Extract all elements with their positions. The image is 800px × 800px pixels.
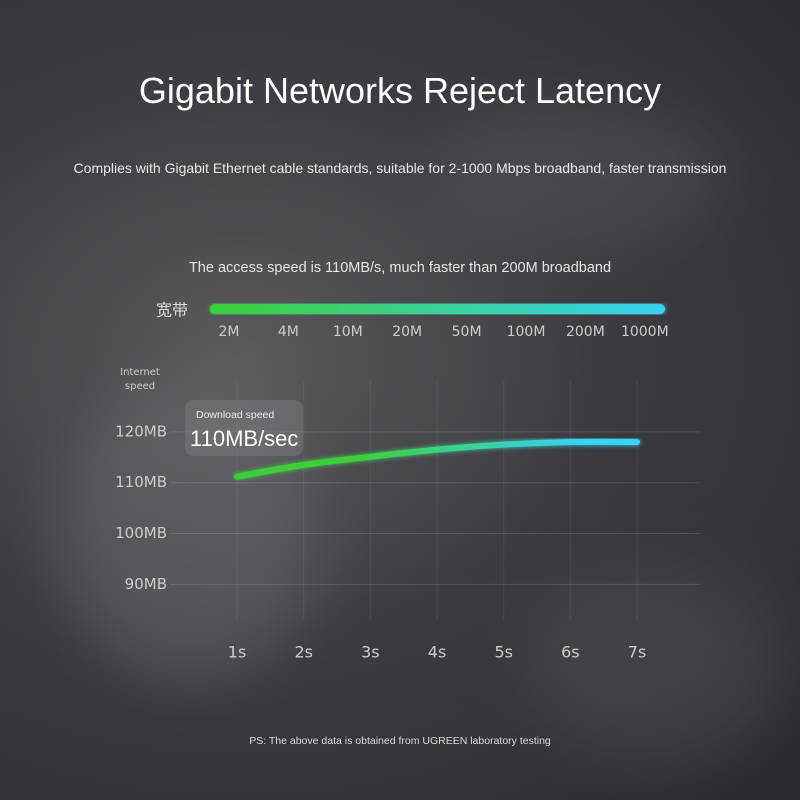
- speed-bar-label: 宽带: [156, 301, 188, 320]
- speed-tick-label: 4M: [278, 324, 299, 340]
- speed-caption: The access speed is 110MB/s, much faster…: [188, 260, 612, 276]
- speed-tick-label: 50M: [452, 324, 482, 340]
- title: Gigabit Networks Reject Latency: [138, 70, 662, 111]
- speed-tick-label: 10M: [333, 324, 363, 340]
- speed-tick-label: 200M: [566, 324, 605, 340]
- annotation-text: 110MB/sec: [190, 426, 299, 451]
- footnote: PS: The above data is obtained from UGRE…: [249, 735, 551, 747]
- x-tick-label: 6s: [561, 643, 580, 662]
- speed-tick-label: 2M: [219, 324, 240, 340]
- y-tick-label: 100MB: [115, 524, 167, 542]
- x-tick-label: 5s: [494, 643, 513, 662]
- subtitle: Complies with Gigabit Ethernet cable sta…: [73, 160, 727, 176]
- speed-tick-label: 1000M: [621, 324, 669, 340]
- y-tick-label: 120MB: [115, 422, 167, 440]
- speed-tick-label: 20M: [392, 324, 422, 340]
- x-tick-label: 3s: [361, 643, 380, 662]
- x-tick-label: 4s: [428, 643, 447, 662]
- x-tick-label: 1s: [228, 643, 247, 662]
- x-tick-label: 2s: [294, 643, 313, 662]
- speed-tick-label: 100M: [507, 324, 546, 340]
- speed-bar: [210, 304, 665, 314]
- y-axis-label: Internet speed: [120, 367, 160, 392]
- y-tick-label: 110MB: [115, 473, 167, 491]
- y-tick-label: 90MB: [125, 575, 167, 593]
- x-tick-label: 7s: [628, 643, 647, 662]
- annotation-title: Download speed: [196, 409, 275, 421]
- annotation-box: Download speed 110MB/sec: [185, 400, 303, 456]
- line: [234, 438, 641, 480]
